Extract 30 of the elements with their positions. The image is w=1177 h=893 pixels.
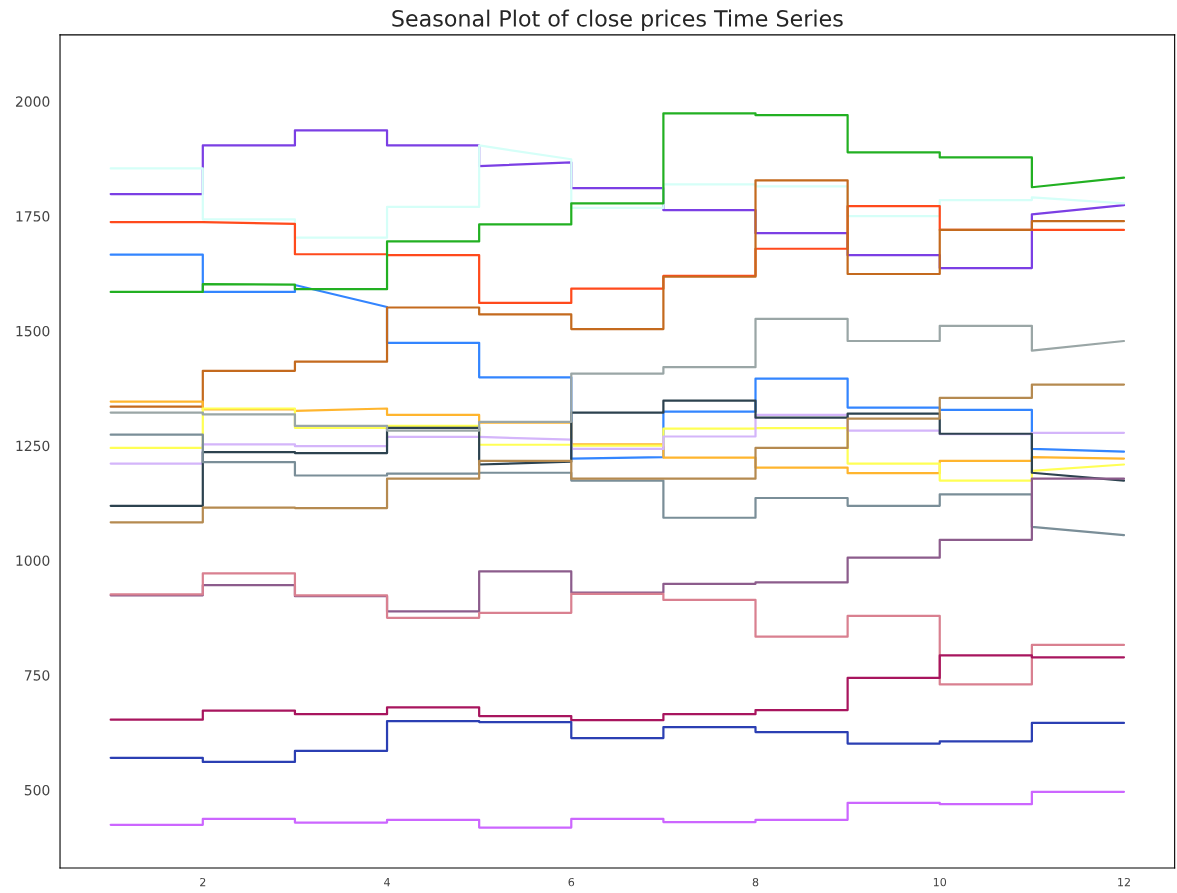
line-series [109, 477, 1126, 613]
line-series [109, 400, 1126, 475]
line-series [109, 407, 1126, 482]
y-tick-label: 2000 [15, 96, 50, 107]
x-tick-label: 10 [933, 877, 947, 887]
line-series [109, 179, 1126, 408]
x-tick-label: 4 [384, 878, 390, 887]
line-series [109, 129, 1126, 270]
x-tick-label: 12 [1118, 877, 1130, 887]
x-tick-label: 6 [568, 877, 575, 887]
line-series [109, 399, 1126, 507]
y-tick-label: 1250 [16, 440, 50, 452]
chart-title: Seasonal Plot of close prices Time Series [392, 9, 843, 32]
x-tick-label: 2 [200, 877, 206, 887]
line-series [109, 144, 1126, 239]
line-series [109, 572, 1126, 686]
y-tick-label: 1000 [16, 555, 50, 566]
line-series [109, 433, 1126, 537]
line-series [109, 413, 1126, 465]
y-tick-label: 500 [24, 784, 50, 796]
y-tick-label: 750 [24, 670, 50, 681]
line-series [109, 790, 1126, 829]
line-series [109, 654, 1126, 722]
line-series [109, 112, 1126, 293]
line-series [109, 317, 1126, 432]
x-tick-label: 8 [752, 877, 759, 887]
line-series [109, 383, 1126, 524]
y-tick-label: 1750 [16, 211, 50, 222]
y-tick-label: 1500 [16, 325, 50, 337]
line-series [109, 719, 1126, 764]
